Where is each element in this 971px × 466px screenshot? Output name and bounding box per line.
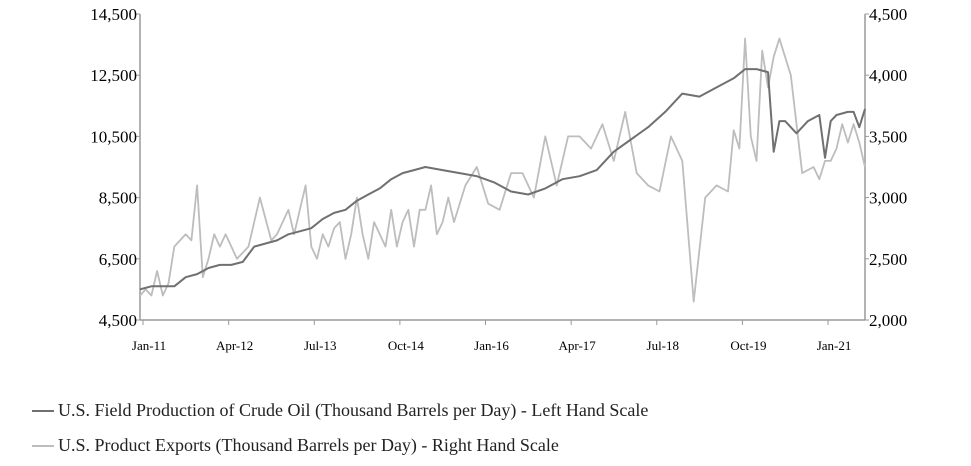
left-tick-label: 12,500 <box>90 66 137 85</box>
x-tick-label: Jan-21 <box>817 338 852 353</box>
legend-item-production: U.S. Field Production of Crude Oil (Thou… <box>32 400 648 421</box>
legend-label-exports: U.S. Product Exports (Thousand Barrels p… <box>58 435 559 455</box>
x-tick-label: Apr-12 <box>216 338 253 353</box>
right-tick-label: 4,000 <box>869 66 907 85</box>
right-tick-label: 2,000 <box>869 311 907 330</box>
right-tick-label: 2,500 <box>869 250 907 269</box>
x-tick-label: Jul-18 <box>647 338 680 353</box>
legend-item-exports: U.S. Product Exports (Thousand Barrels p… <box>32 435 559 456</box>
left-tick-label: 10,500 <box>90 127 137 146</box>
legend-label-production: U.S. Field Production of Crude Oil (Thou… <box>58 400 649 420</box>
series-layer <box>139 37 866 303</box>
x-tick-label: Apr-17 <box>559 338 597 353</box>
right-tick-label: 3,000 <box>869 189 907 208</box>
legend-swatch-production <box>32 409 54 412</box>
x-tick-label: Jul-13 <box>304 338 337 353</box>
left-tick-label: 8,500 <box>99 189 137 208</box>
right-tick-label: 4,500 <box>869 5 907 24</box>
x-tick-label: Oct-14 <box>388 338 425 353</box>
x-tick-label: Jan-16 <box>474 338 509 353</box>
series-line-product-exports <box>139 37 866 303</box>
left-tick-label: 4,500 <box>99 311 137 330</box>
x-tick-label: Jan-11 <box>132 338 166 353</box>
left-tick-label: 14,500 <box>90 5 137 24</box>
x-tick-label: Oct-19 <box>730 338 766 353</box>
legend-swatch-exports <box>32 444 54 447</box>
right-tick-label: 3,500 <box>869 127 907 146</box>
left-tick-label: 6,500 <box>99 250 137 269</box>
axes: 4,500 6,500 8,500 10,500 12,500 14,500 2,000 2,… <box>90 5 907 353</box>
series-line-crude-production <box>139 68 866 291</box>
